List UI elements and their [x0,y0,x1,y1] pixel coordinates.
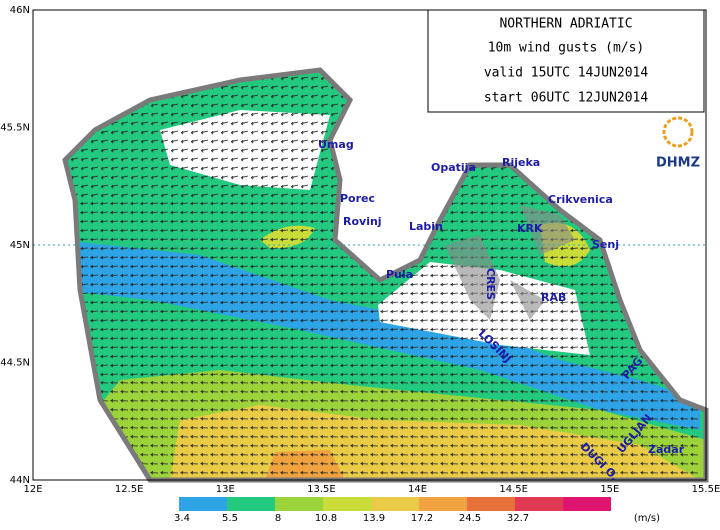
gust-zone [260,225,315,249]
place-label: Crikvenica [548,193,613,206]
title-line: valid 15UTC 14JUN2014 [484,66,649,81]
lon-tick-label: 13E [216,484,235,495]
legend-swatch [227,497,275,511]
legend-tick-label: 13.9 [363,513,385,524]
legend-swatch [179,497,227,511]
lon-tick-label: 14.5E [499,484,528,495]
place-label: Zadar [648,443,685,456]
lon-tick-label: 13.5E [307,484,336,495]
lon-tick-label: 12E [23,484,42,495]
legend-tick-label: 8 [275,513,281,524]
place-label: Rovinj [343,215,382,228]
lon-tick-label: 12.5E [115,484,144,495]
lon-tick-label: 14E [408,484,427,495]
place-label: Senj [592,238,619,251]
lat-tick-label: 45.5N [0,123,30,134]
legend-tick-label: 17.2 [411,513,433,524]
legend-tick-label: 5.5 [222,513,238,524]
legend-swatch [323,497,371,511]
legend-swatch [467,497,515,511]
lon-tick-label: 15.5E [692,484,720,495]
legend-swatch [371,497,419,511]
legend-tick-label: 32.7 [507,513,529,524]
title-line: start 06UTC 12JUN2014 [484,91,649,106]
legend-swatch [419,497,467,511]
lat-tick-label: 44.5N [0,358,30,369]
lat-tick-label: 44N [10,475,30,486]
title-line: NORTHERN ADRIATIC [499,17,632,32]
title-box [427,9,705,113]
legend-unit: (m/s) [634,513,660,524]
legend-tick-label: 10.8 [315,513,337,524]
plot-frame [32,9,707,481]
logo: DHMZ [656,156,700,171]
legend-tick-label: 24.5 [459,513,481,524]
islands [445,205,575,320]
place-label: Rijeka [502,156,540,169]
place-label: KRK [517,222,543,235]
lat-tick-label: 46N [10,5,30,16]
place-label: Porec [340,192,375,205]
legend-swatch [515,497,563,511]
place-label: Opatija [431,161,476,174]
place-label: RAB [541,291,566,304]
legend-swatch [563,497,611,511]
place-label: Labin [409,220,443,233]
legend-tick-label: 3.4 [174,513,190,524]
gust-zone [65,240,700,430]
legend-swatch [275,497,323,511]
lon-tick-label: 15E [600,484,619,495]
place-label: Umag [318,138,354,151]
logo-mark [662,116,694,148]
title-line: 10m wind gusts (m/s) [488,41,645,56]
lat-tick-label: 45N [10,240,30,251]
place-label: Pula [386,268,413,281]
place-label: CRES [484,268,497,300]
